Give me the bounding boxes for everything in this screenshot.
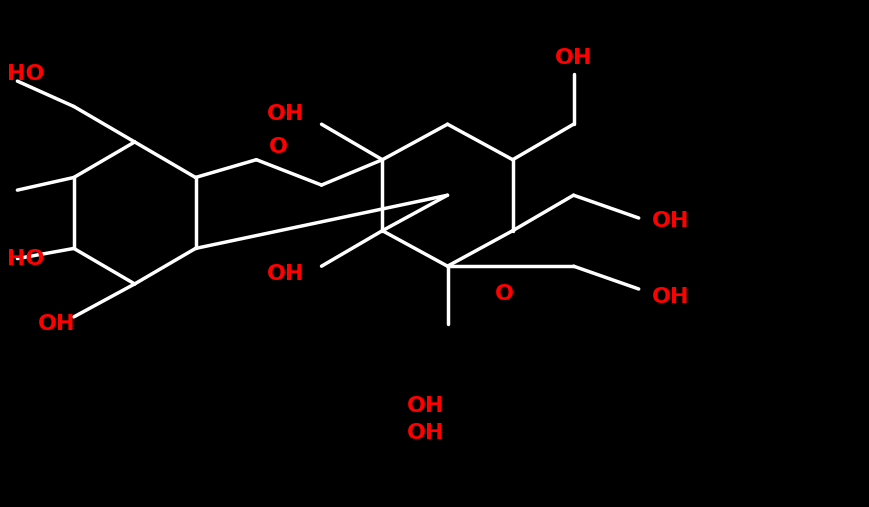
Text: OH: OH — [407, 423, 445, 444]
Text: O: O — [494, 284, 514, 304]
Text: OH: OH — [37, 314, 76, 335]
Text: OH: OH — [407, 395, 445, 416]
Text: OH: OH — [267, 264, 304, 284]
Text: HO: HO — [7, 63, 44, 84]
Text: OH: OH — [652, 210, 689, 231]
Text: HO: HO — [7, 248, 44, 269]
Text: OH: OH — [267, 104, 304, 124]
Text: OH: OH — [554, 48, 593, 68]
Text: OH: OH — [652, 286, 689, 307]
Text: O: O — [269, 137, 288, 157]
